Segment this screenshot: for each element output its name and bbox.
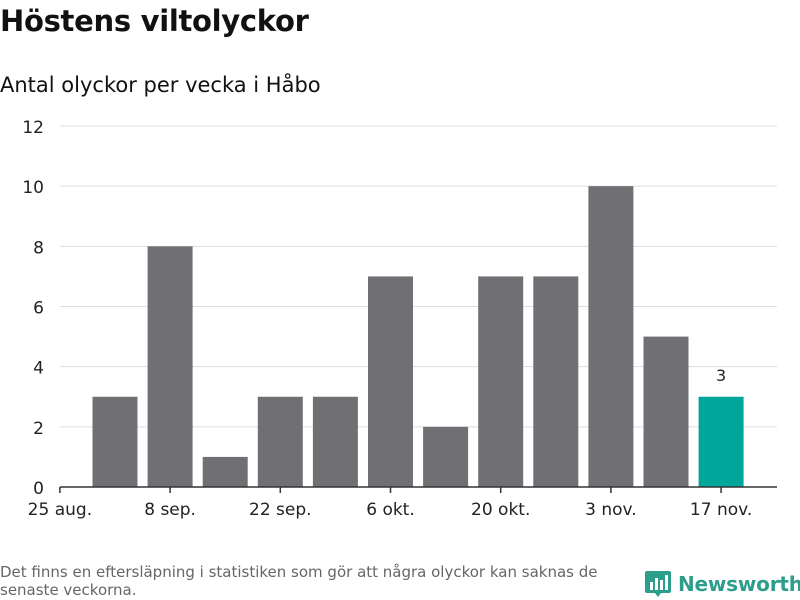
chart-title: Höstens viltolyckor (0, 4, 309, 38)
bar (202, 456, 248, 487)
brand-logo[interactable]: Newsworthy (644, 569, 800, 599)
x-tick-label: 8 sep. (144, 500, 196, 520)
data-labels: 3 (716, 366, 726, 385)
x-tick-label: 3 nov. (585, 500, 637, 520)
y-tick-label: 10 (22, 178, 44, 198)
y-tick-label: 4 (33, 359, 44, 379)
chart-subtitle: Antal olyckor per vecka i Håbo (0, 73, 321, 97)
bar (588, 186, 634, 487)
y-tick-label: 8 (33, 238, 44, 258)
bar (312, 396, 358, 487)
bar-chart-badge-icon (645, 571, 671, 597)
x-tick-label: 22 sep. (249, 500, 312, 520)
bar-chart: 0 2 4 6 8 10 12 3 25 aug. 8 sep. 22 sep. 6 okt. 20… (22, 118, 777, 520)
bar (698, 396, 744, 487)
y-tick-label: 0 (33, 479, 44, 499)
bar (478, 276, 524, 487)
x-tick-label: 17 nov. (690, 500, 752, 520)
bar (368, 276, 413, 487)
bar (147, 246, 193, 487)
x-tick-label: 6 okt. (366, 500, 415, 520)
y-tick-label: 12 (22, 118, 44, 138)
y-tick-label: 2 (33, 419, 44, 439)
x-tick-label: 25 aug. (28, 500, 92, 520)
y-tick-label: 6 (33, 299, 44, 319)
x-tick-label: 20 okt. (471, 500, 530, 520)
y-axis-ticks: 0 2 4 6 8 10 12 (22, 118, 44, 499)
footnote: Det finns en eftersläpning i statistiken… (0, 563, 598, 599)
brand-name: Newsworthy (678, 572, 800, 596)
bar (643, 336, 689, 487)
bar (92, 396, 138, 487)
bar (533, 276, 579, 487)
bars (92, 186, 744, 487)
bar (257, 396, 303, 487)
x-axis: 25 aug. 8 sep. 22 sep. 6 okt. 20 okt. 3 nov. 1… (28, 486, 777, 520)
bar (423, 426, 469, 487)
data-label: 3 (716, 366, 726, 385)
